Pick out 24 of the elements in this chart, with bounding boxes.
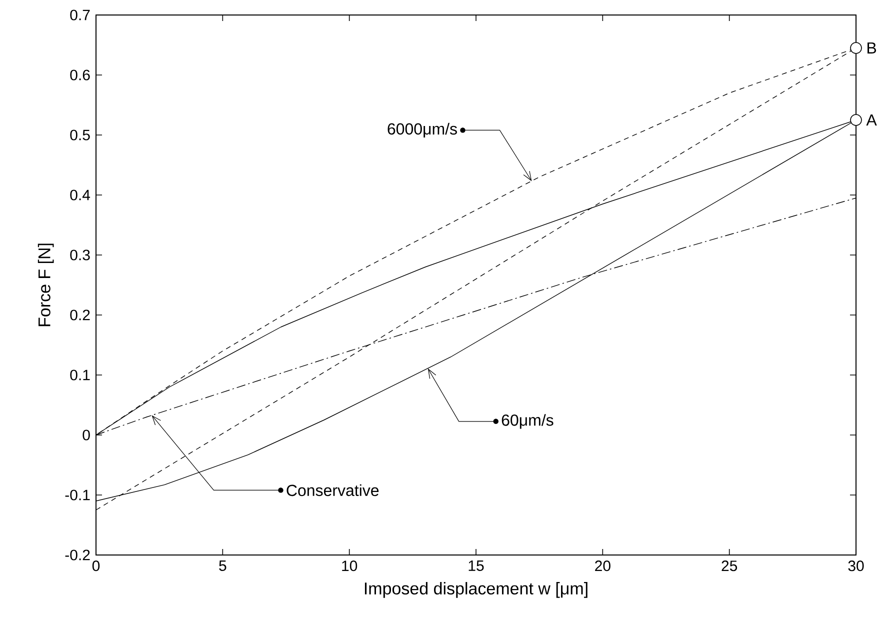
x-tick-label: 15 [468, 560, 484, 571]
y-tick-label: -0.2 [65, 550, 90, 560]
y-tick-label: 0.3 [70, 250, 90, 260]
x-tick-label: 20 [595, 560, 610, 572]
y-tick-label: 0.2 [70, 310, 90, 320]
x-tick-label: 0 [92, 560, 100, 572]
y-tick-label: 0.1 [70, 370, 90, 380]
annotation: Conservative [286, 484, 379, 496]
y-tick-label: 0.7 [70, 10, 90, 20]
annotation: A [866, 114, 877, 126]
annotation: B [868, 42, 876, 54]
x-axis-title: Imposed displacement w [μm] [364, 582, 588, 598]
x-tick-label: 30 [848, 560, 864, 572]
x-tick-label: 5 [219, 560, 226, 571]
annotation: 6000μm/s [388, 122, 457, 138]
annotation: 60μm/s [502, 414, 554, 429]
y-tick-label: 0.6 [70, 70, 90, 80]
y-tick-label: 0.4 [70, 190, 90, 200]
x-tick-label: 25 [722, 560, 738, 572]
y-axis-title: Force F [N] [38, 244, 54, 326]
x-tick-label: 10 [342, 560, 358, 572]
y-tick-label: -0.1 [65, 490, 90, 500]
y-tick-label: 0 [82, 430, 90, 440]
y-tick-label: 0.5 [70, 130, 90, 140]
